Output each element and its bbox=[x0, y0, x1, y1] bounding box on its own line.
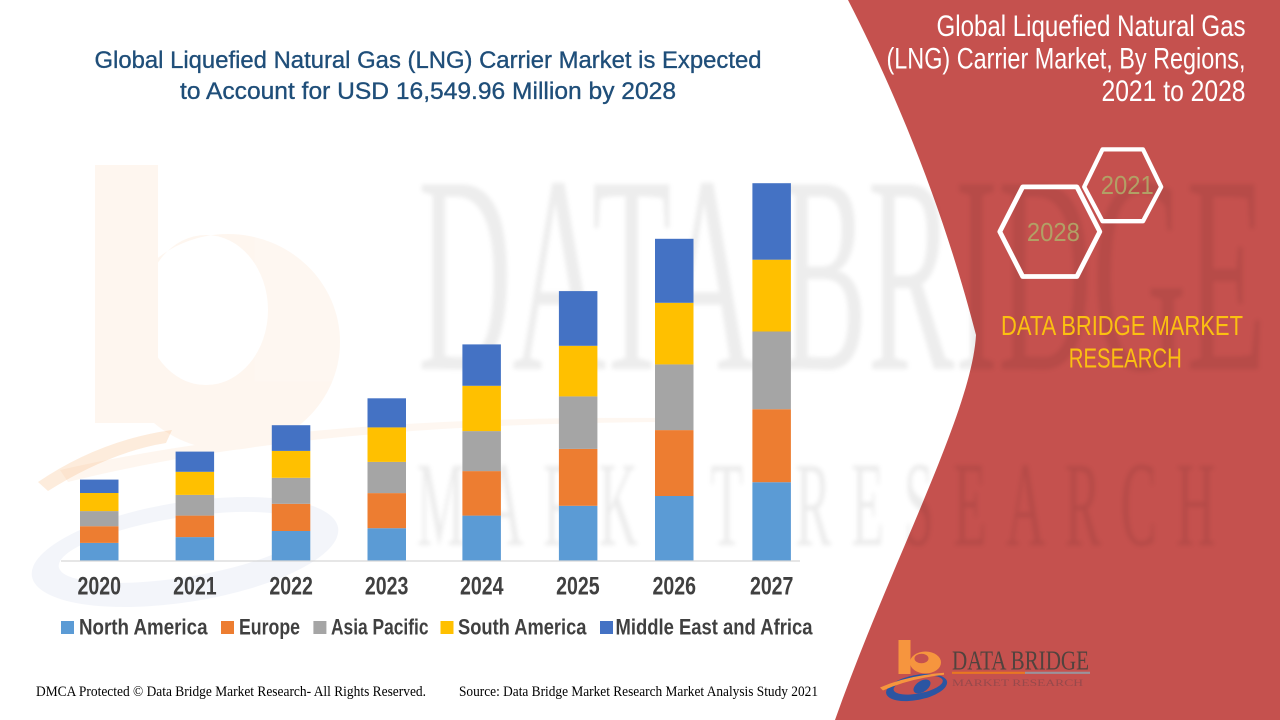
svg-text:2021: 2021 bbox=[173, 573, 217, 601]
svg-text:2024: 2024 bbox=[460, 573, 504, 601]
svg-text:DMCA Protected © Data Bridge M: DMCA Protected © Data Bridge Market Rese… bbox=[36, 684, 426, 700]
svg-text:2027: 2027 bbox=[750, 573, 794, 601]
svg-text:Middle East and Africa: Middle East and Africa bbox=[616, 615, 814, 640]
svg-text:2025: 2025 bbox=[556, 573, 600, 601]
svg-text:MARKET RESEARCH: MARKET RESEARCH bbox=[417, 438, 1235, 572]
svg-text:to Account for USD 16,549.96 M: to Account for USD 16,549.96 Million by … bbox=[180, 78, 676, 105]
svg-text:South America: South America bbox=[458, 615, 587, 640]
svg-text:Asia Pacific: Asia Pacific bbox=[331, 615, 429, 640]
svg-text:2028: 2028 bbox=[1027, 219, 1080, 247]
svg-text:MARKET RESEARCH: MARKET RESEARCH bbox=[952, 679, 1083, 689]
svg-text:Europe: Europe bbox=[239, 615, 300, 640]
svg-text:Global Liquefied Natural Gas: Global Liquefied Natural Gas bbox=[937, 10, 1246, 43]
svg-text:DATA BRIDGE: DATA BRIDGE bbox=[952, 645, 1089, 676]
svg-text:2020: 2020 bbox=[78, 573, 122, 601]
svg-text:(LNG) Carrier Market, By Regio: (LNG) Carrier Market, By Regions, bbox=[887, 43, 1246, 76]
svg-text:DATA BRIDGE: DATA BRIDGE bbox=[418, 118, 1266, 430]
svg-text:2026: 2026 bbox=[653, 573, 697, 601]
svg-text:2021 to 2028: 2021 to 2028 bbox=[1102, 75, 1246, 108]
svg-text:2023: 2023 bbox=[365, 573, 409, 601]
svg-text:Source: Data Bridge Market Res: Source: Data Bridge Market Research Mark… bbox=[459, 684, 818, 700]
svg-text:DATA BRIDGE MARKET: DATA BRIDGE MARKET bbox=[1001, 310, 1243, 341]
svg-text:RESEARCH: RESEARCH bbox=[1069, 343, 1182, 374]
svg-text:North America: North America bbox=[79, 615, 208, 640]
svg-text:2022: 2022 bbox=[269, 573, 313, 601]
svg-text:Global Liquefied Natural Gas (: Global Liquefied Natural Gas (LNG) Carri… bbox=[95, 47, 762, 74]
svg-text:2021: 2021 bbox=[1101, 172, 1154, 200]
